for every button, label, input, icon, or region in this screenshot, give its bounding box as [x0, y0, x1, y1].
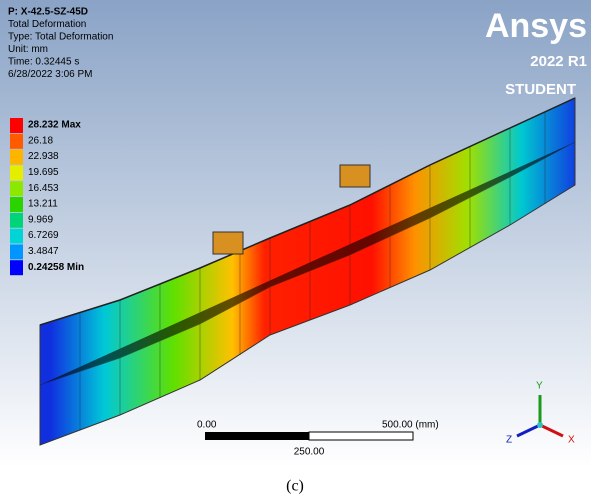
header-line: 6/28/2022 3:06 PM — [8, 69, 93, 80]
brand-edition: STUDENT — [505, 81, 576, 98]
header-line: Total Deformation — [8, 19, 86, 30]
scale-end: 500.00 (mm) — [382, 420, 439, 431]
triad-z-label: Z — [506, 435, 512, 446]
brand-name: Ansys — [485, 7, 587, 45]
header-line: Unit: mm — [8, 44, 48, 55]
legend-swatch — [10, 213, 23, 228]
viewport: P: X-42.5-SZ-45DTotal Deformation Type: T… — [0, 0, 591, 504]
legend-swatch — [10, 244, 23, 259]
legend-label: 0.24258 Min — [28, 262, 84, 273]
caption: (c) — [286, 478, 304, 495]
header-line: Time: 0.32445 s — [8, 57, 79, 68]
legend-label: 26.18 — [28, 135, 53, 146]
legend-swatch — [10, 197, 23, 212]
legend-label: 3.4847 — [28, 246, 59, 257]
page: {"header": {"lines": ["P: X-42.5-SZ-45D"… — [0, 0, 591, 504]
scale-bar-dark — [205, 432, 309, 440]
brand-version: 2022 R1 — [530, 53, 587, 70]
legend-swatch — [10, 134, 23, 149]
legend-label: 16.453 — [28, 183, 59, 194]
scale-bar-light — [309, 432, 413, 440]
legend-swatch — [10, 150, 23, 165]
legend-swatch — [10, 229, 23, 244]
legend-swatch — [10, 260, 23, 275]
legend-label: 28.232 Max — [28, 120, 81, 131]
header-line: Type: Total Deformation — [8, 32, 113, 43]
scale-middle: 250.00 — [294, 447, 325, 458]
triad-origin — [537, 422, 543, 428]
legend-swatch — [10, 165, 23, 180]
legend-swatch — [10, 118, 23, 133]
support-block — [213, 232, 243, 254]
legend-label: 9.969 — [28, 214, 53, 225]
support-block — [340, 165, 370, 187]
legend-label: 6.7269 — [28, 230, 59, 241]
triad-x-label: X — [568, 435, 575, 446]
legend-label: 22.938 — [28, 151, 59, 162]
triad-y-label: Y — [536, 381, 543, 392]
header-line: P: X-42.5-SZ-45D — [8, 7, 88, 18]
scale-start: 0.00 — [197, 420, 217, 431]
legend-swatch — [10, 181, 23, 196]
legend-label: 13.211 — [28, 199, 58, 210]
legend-label: 19.695 — [28, 167, 59, 178]
